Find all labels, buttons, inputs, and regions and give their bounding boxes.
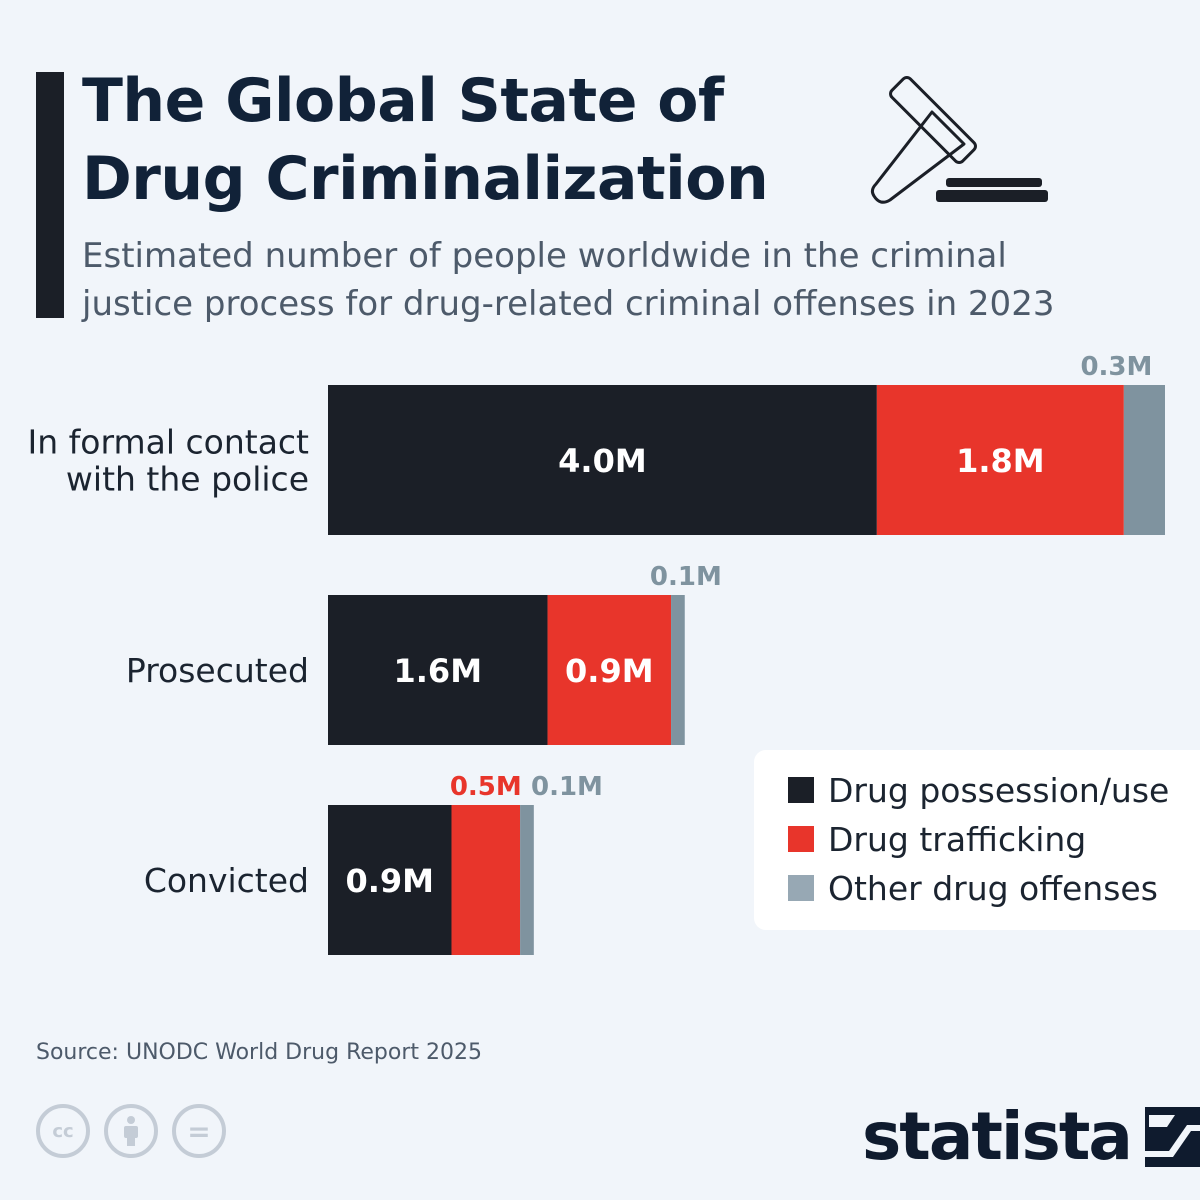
legend-swatch-possession — [788, 777, 814, 803]
bar-segment-possession — [328, 595, 548, 745]
bar-segment-trafficking — [547, 595, 672, 745]
bar-segment-other — [520, 805, 534, 955]
legend-swatch-trafficking — [788, 826, 814, 852]
statista-logo-icon — [1144, 1106, 1200, 1167]
bar-segment-possession — [328, 385, 877, 535]
nd-no-derivatives-icon[interactable]: = — [172, 1104, 226, 1158]
data-label-other: 0.1M — [531, 772, 603, 802]
subtitle-line-1: Estimated number of people worldwide in … — [82, 236, 1007, 276]
bar-segment-other — [1123, 385, 1165, 535]
data-label-trafficking: 0.9M — [565, 652, 654, 690]
category-label: with the police — [66, 460, 309, 499]
legend-label-trafficking: Drug trafficking — [828, 819, 1087, 859]
legend-item-other: Other drug offenses — [788, 868, 1158, 908]
chart-legend: Drug possession/use Drug trafficking Oth… — [754, 750, 1200, 930]
by-attribution-icon[interactable] — [104, 1104, 158, 1158]
statista-brand[interactable]: statista — [862, 1098, 1200, 1175]
bar-segment-other — [671, 595, 685, 745]
data-label-possession: 1.6M — [394, 652, 483, 690]
title-line-2: Drug Criminalization — [82, 144, 769, 214]
bar-segment-trafficking — [876, 385, 1124, 535]
data-label-other: 0.3M — [1080, 352, 1152, 382]
subtitle-line-2: justice process for drug-related crimina… — [82, 284, 1055, 324]
data-label-other: 0.1M — [650, 562, 722, 592]
legend-swatch-other — [788, 875, 814, 901]
bar-segment-possession — [328, 805, 452, 955]
cc-icon[interactable]: cc — [36, 1104, 90, 1158]
legend-item-trafficking: Drug trafficking — [788, 819, 1086, 859]
brand-name: statista — [862, 1098, 1133, 1175]
title-accent-bar — [36, 72, 64, 318]
subtitle: Estimated number of people worldwide in … — [82, 232, 1162, 328]
legend-label-other: Other drug offenses — [828, 868, 1158, 908]
title-line-1: The Global State of — [82, 66, 724, 136]
data-label-possession: 4.0M — [558, 442, 647, 480]
data-label-trafficking: 1.8M — [956, 442, 1045, 480]
category-label: Prosecuted — [126, 651, 309, 690]
category-label: In formal contact — [28, 423, 310, 462]
license-icons: cc = — [36, 1104, 226, 1158]
page-title: The Global State of Drug Criminalization — [82, 62, 769, 218]
category-label: Convicted — [144, 861, 309, 900]
source-note: Source: UNODC World Drug Report 2025 — [36, 1040, 482, 1065]
gavel-icon — [870, 76, 1048, 204]
legend-label-possession: Drug possession/use — [828, 770, 1170, 810]
legend-item-possession: Drug possession/use — [788, 770, 1169, 810]
data-label-trafficking: 0.5M — [450, 772, 522, 802]
bar-segment-trafficking — [451, 805, 521, 955]
data-label-possession: 0.9M — [345, 862, 434, 900]
